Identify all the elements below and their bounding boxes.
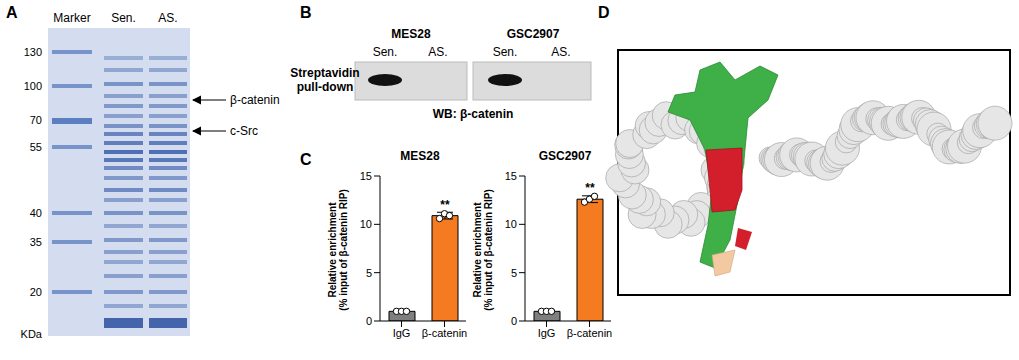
svg-text:10: 10 [505, 218, 517, 230]
svg-text:Marker: Marker [53, 11, 90, 25]
svg-text:(% input of β-catenin RIP): (% input of β-catenin RIP) [338, 189, 349, 311]
svg-text:130: 130 [24, 46, 42, 58]
svg-text:MES28: MES28 [400, 149, 440, 163]
svg-text:c-Src: c-Src [230, 124, 258, 138]
svg-text:Streptavidin: Streptavidin [290, 66, 359, 80]
svg-text:β-catenin: β-catenin [567, 327, 612, 339]
svg-text:C: C [300, 151, 312, 168]
svg-text:100: 100 [24, 80, 42, 92]
svg-text:MES28: MES28 [391, 27, 431, 41]
svg-text:D: D [598, 4, 610, 21]
svg-text:55: 55 [30, 141, 42, 153]
svg-text:IgG: IgG [393, 327, 411, 339]
svg-text:WB: β-catenin: WB: β-catenin [433, 107, 514, 121]
svg-text:AS.: AS. [158, 11, 177, 25]
svg-text:GSC2907: GSC2907 [507, 27, 560, 41]
svg-text:Relative enrichment: Relative enrichment [327, 202, 338, 298]
svg-text:pull-down: pull-down [297, 80, 354, 94]
svg-text:20: 20 [30, 286, 42, 298]
svg-text:Sen.: Sen. [493, 45, 518, 59]
svg-text:(% input of β-catenin RIP): (% input of β-catenin RIP) [483, 189, 494, 311]
svg-text:IgG: IgG [538, 327, 556, 339]
svg-text:A: A [8, 4, 18, 21]
svg-text:0: 0 [366, 315, 372, 327]
svg-text:GSC2907: GSC2907 [539, 149, 592, 163]
svg-text:Sen.: Sen. [111, 11, 136, 25]
svg-text:15: 15 [360, 170, 372, 182]
svg-text:10: 10 [360, 218, 372, 230]
svg-text:40: 40 [30, 207, 42, 219]
svg-text:AS.: AS. [428, 45, 447, 59]
svg-text:Relative enrichment: Relative enrichment [472, 202, 483, 298]
svg-text:KDa: KDa [21, 328, 43, 340]
svg-text:β-catenin: β-catenin [230, 93, 280, 107]
svg-text:5: 5 [511, 267, 517, 279]
svg-text:15: 15 [505, 170, 517, 182]
svg-text:5: 5 [366, 267, 372, 279]
svg-text:**: ** [440, 198, 450, 212]
svg-text:0: 0 [511, 315, 517, 327]
svg-text:**: ** [585, 181, 595, 195]
svg-text:35: 35 [30, 236, 42, 248]
svg-text:AS.: AS. [551, 45, 570, 59]
svg-text:70: 70 [30, 114, 42, 126]
svg-text:β-catenin: β-catenin [422, 327, 467, 339]
svg-text:B: B [300, 4, 312, 21]
svg-text:Sen.: Sen. [373, 45, 398, 59]
